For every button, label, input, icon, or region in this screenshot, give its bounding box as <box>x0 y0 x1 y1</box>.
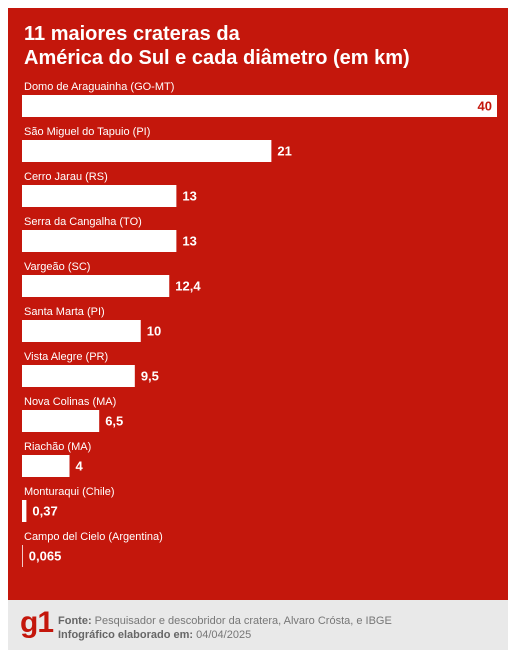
source-line: Fonte: Pesquisador e descobridor da crat… <box>58 615 392 627</box>
value-label: 9,5 <box>141 368 159 383</box>
bar <box>22 185 177 207</box>
value-label: 0,37 <box>32 503 57 518</box>
bar <box>22 455 70 477</box>
bar <box>22 500 27 522</box>
category-label: Cerro Jarau (RS) <box>24 171 108 183</box>
bar <box>22 545 23 567</box>
date-line: Infográfico elaborado em: 04/04/2025 <box>58 629 251 641</box>
bar <box>22 320 141 342</box>
source: Pesquisador e descobridor da cratera, Al… <box>94 615 392 627</box>
value-label: 4 <box>76 458 84 473</box>
value-label: 10 <box>147 323 161 338</box>
bar <box>22 365 135 387</box>
category-label: Domo de Araguainha (GO-MT) <box>24 81 174 93</box>
bar <box>22 410 100 432</box>
value-label: 21 <box>277 143 291 158</box>
category-label: Monturaqui (Chile) <box>24 486 114 498</box>
value-label: 13 <box>182 188 196 203</box>
date-label: Infográfico elaborado em: <box>58 629 194 641</box>
value-label: 12,4 <box>175 278 201 293</box>
value-label: 40 <box>478 98 492 113</box>
chart-title: 11 maiores crateras da América do Sul e … <box>24 23 410 69</box>
value-label: 0,065 <box>29 548 62 563</box>
category-label: Serra da Cangalha (TO) <box>24 216 142 228</box>
category-label: Santa Marta (PI) <box>24 306 105 318</box>
source-label: Fonte: <box>58 615 92 627</box>
bar <box>22 230 177 252</box>
value-label: 13 <box>182 233 196 248</box>
footer: g1 Fonte: Pesquisador e descobridor da c… <box>8 600 508 650</box>
category-label: São Miguel do Tapuio (PI) <box>24 126 150 138</box>
bar <box>22 95 497 117</box>
value-label: 6,5 <box>105 413 123 428</box>
category-label: Vista Alegre (PR) <box>24 351 108 363</box>
bar <box>22 275 170 297</box>
category-label: Vargeão (SC) <box>24 261 90 273</box>
date: 04/04/2025 <box>196 629 252 641</box>
logo: g1 <box>20 606 54 639</box>
bar <box>22 140 272 162</box>
category-label: Nova Colinas (MA) <box>24 396 116 408</box>
category-label: Riachão (MA) <box>24 441 91 453</box>
category-label: Campo del Cielo (Argentina) <box>24 531 163 543</box>
